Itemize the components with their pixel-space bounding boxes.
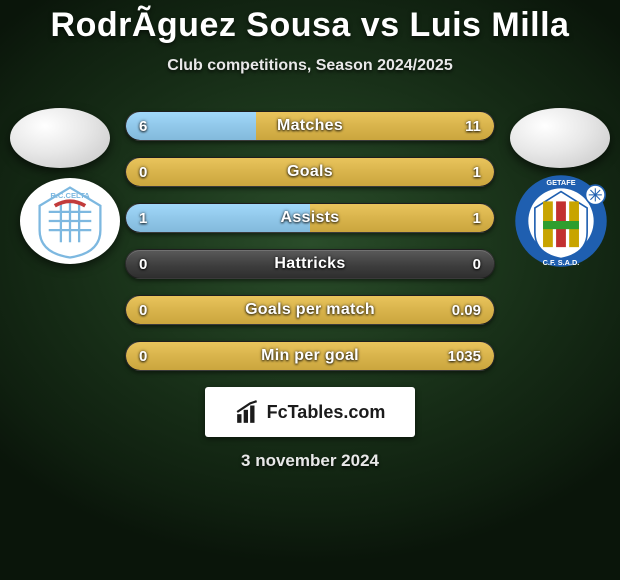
svg-text:GETAFE: GETAFE (546, 178, 575, 187)
stat-fill-right (256, 112, 494, 140)
watermark: FcTables.com (205, 387, 415, 437)
getafe-crest-icon: GETAFE C.F. S.A.D. (502, 172, 620, 270)
chart-icon (235, 399, 261, 425)
snapshot-date: 3 november 2024 (0, 451, 620, 471)
club-crest-right: GETAFE C.F. S.A.D. (502, 172, 620, 270)
watermark-text: FcTables.com (267, 402, 386, 423)
stats-list: 611Matches 01Goals 11Assists 00Hattricks 00.… (125, 111, 495, 371)
stat-pill (125, 111, 495, 141)
club-crest-left: R.C.CELTA (20, 178, 120, 264)
subtitle: Club competitions, Season 2024/2025 (0, 57, 620, 75)
celta-crest-icon: R.C.CELTA (32, 183, 108, 259)
stat-row: 01035Min per goal (125, 341, 495, 371)
stat-pill (125, 249, 495, 279)
stat-fill-left (126, 112, 256, 140)
stat-fill-left (126, 204, 310, 232)
stat-fill-right (126, 342, 494, 370)
infographic: RodrÃ­guez Sousa vs Luis Milla Club comp… (0, 0, 620, 580)
stat-row: 00.09Goals per match (125, 295, 495, 325)
stat-row: 00Hattricks (125, 249, 495, 279)
stat-pill (125, 203, 495, 233)
stat-row: 01Goals (125, 157, 495, 187)
stat-fill-right (310, 204, 494, 232)
stat-pill (125, 341, 495, 371)
page-title: RodrÃ­guez Sousa vs Luis Milla (0, 0, 620, 45)
player-left-headshot (10, 108, 110, 168)
stat-fill-right (126, 158, 494, 186)
stat-row: 11Assists (125, 203, 495, 233)
stat-pill (125, 157, 495, 187)
stat-row: 611Matches (125, 111, 495, 141)
svg-text:R.C.CELTA: R.C.CELTA (50, 191, 90, 200)
stat-fill-right (126, 296, 494, 324)
stat-pill (125, 295, 495, 325)
player-right-headshot (510, 108, 610, 168)
svg-text:C.F. S.A.D.: C.F. S.A.D. (543, 258, 580, 267)
